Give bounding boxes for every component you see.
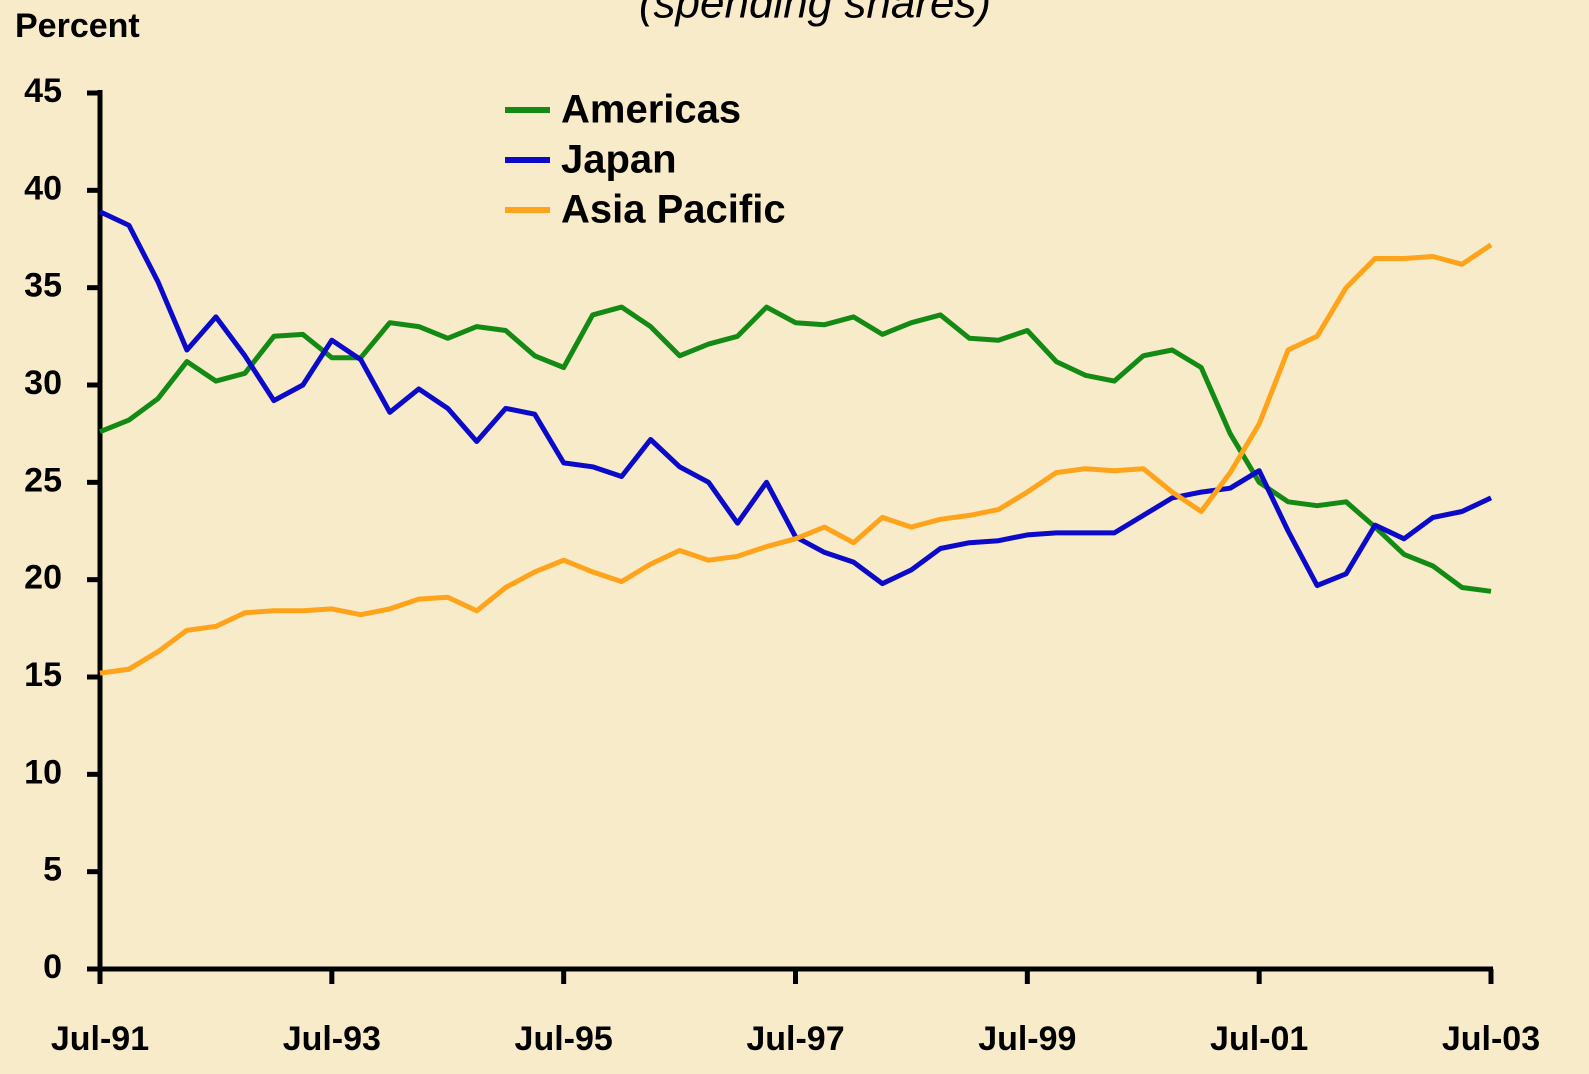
legend-label: Americas [561,88,741,132]
x-tick-label: Jul-01 [1210,1020,1308,1058]
legend-label: Asia Pacific [561,188,786,232]
y-tick-label: 40 [24,169,62,207]
y-axis-label: Percent [15,7,140,45]
legend-label: Japan [561,138,677,182]
y-tick-label: 0 [43,948,62,986]
y-tick-label: 5 [43,851,62,889]
y-tick-label: 45 [24,72,62,110]
y-tick-label: 10 [24,753,62,791]
x-tick-label: Jul-99 [978,1020,1076,1058]
x-tick-label: Jul-91 [51,1020,149,1058]
line-series [99,242,1493,676]
y-tick-label: 30 [24,364,62,402]
x-tick-label: Jul-97 [746,1020,844,1058]
y-tick-label: 20 [24,559,62,597]
y-tick-label: 35 [24,267,62,305]
x-tick-label: Jul-93 [283,1020,381,1058]
x-tick-label: Jul-03 [1442,1020,1540,1058]
x-tick-label: Jul-95 [515,1020,613,1058]
line-series [99,304,1492,594]
chart-subtitle: (spending shares) [639,0,991,28]
y-tick-label: 15 [24,656,62,694]
y-tick-label: 25 [24,461,62,499]
